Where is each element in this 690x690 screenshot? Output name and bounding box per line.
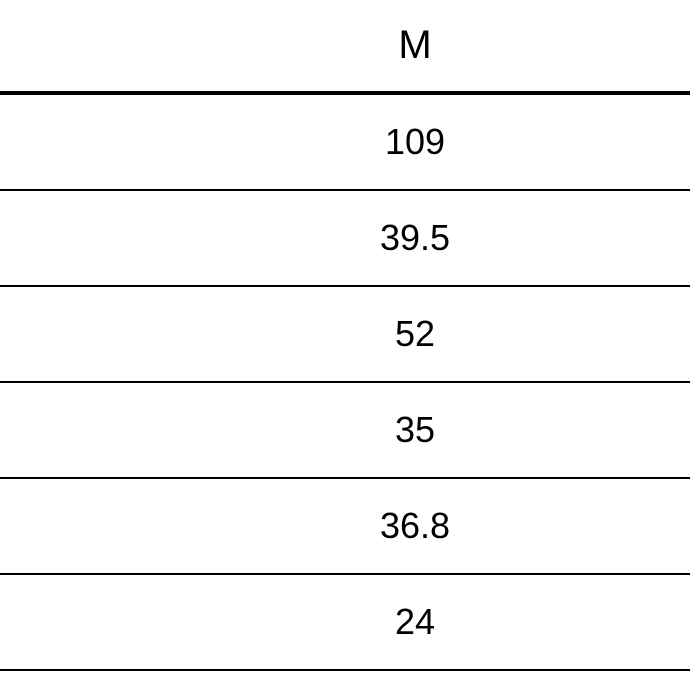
header-label: 즈 (0, 17, 40, 75)
row-value: 36.8 (40, 505, 690, 547)
table-row: 이 52 (0, 287, 690, 383)
table-row: 109 (0, 95, 690, 191)
row-value: 35 (40, 409, 690, 451)
table-header-row: 즈 M (0, 0, 690, 95)
row-label: 이 (0, 308, 40, 360)
row-value: 52 (40, 313, 690, 355)
row-value: 24 (40, 601, 690, 643)
table-row: 35 (0, 383, 690, 479)
table-row: 39.5 (0, 191, 690, 287)
size-table: 즈 M 109 39.5 이 52 35 지 36.8 24 (0, 0, 690, 671)
row-value: 109 (40, 121, 690, 163)
header-value: M (40, 23, 690, 68)
table-row: 24 (0, 575, 690, 671)
row-label: 지 (0, 500, 40, 552)
row-value: 39.5 (40, 217, 690, 259)
table-row: 지 36.8 (0, 479, 690, 575)
